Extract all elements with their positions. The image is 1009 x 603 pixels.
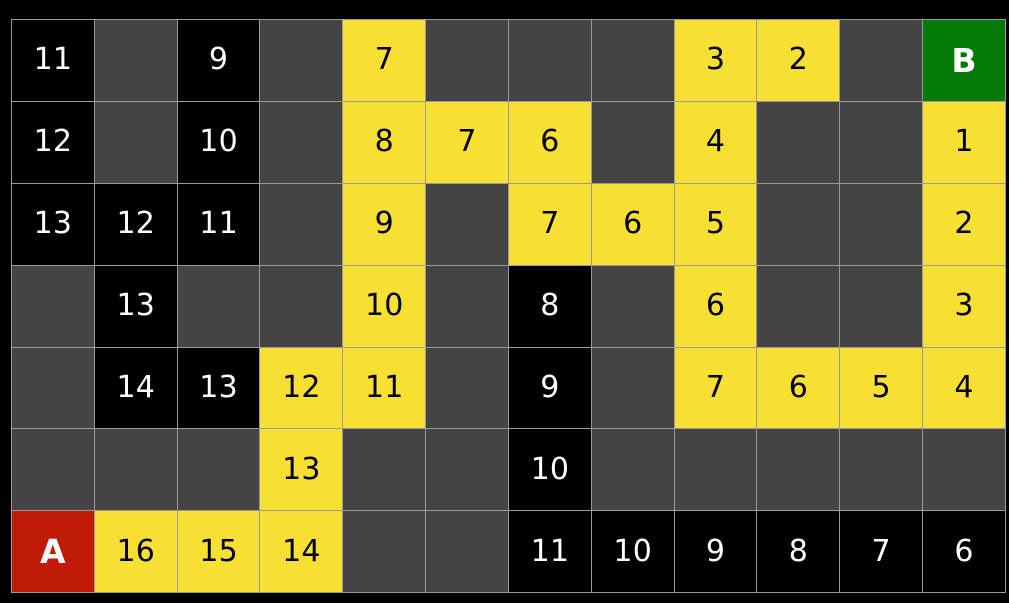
grid-cell-path[interactable]: 5 <box>674 183 757 265</box>
grid-cell-path[interactable]: 1 <box>923 101 1005 183</box>
grid-cell-empty[interactable] <box>94 20 177 101</box>
grid-cell-empty[interactable] <box>840 265 923 347</box>
grid-cell-path[interactable]: 7 <box>343 20 426 101</box>
grid-cell-visited[interactable]: 10 <box>591 511 674 593</box>
grid-cell-path[interactable]: 2 <box>757 20 840 101</box>
grid-cell-empty[interactable] <box>260 183 343 265</box>
grid-cell-path[interactable]: 6 <box>508 101 591 183</box>
grid-cell-empty[interactable] <box>591 347 674 429</box>
grid-cell-path[interactable]: 6 <box>591 183 674 265</box>
grid-cell-visited[interactable]: 13 <box>12 183 94 265</box>
grid-cell-visited[interactable]: 11 <box>177 183 260 265</box>
grid-cell-path[interactable]: 7 <box>508 183 591 265</box>
grid-cell-path[interactable]: 7 <box>426 101 508 183</box>
grid-cell-empty[interactable] <box>177 429 260 511</box>
grid-cell-empty[interactable] <box>260 20 343 101</box>
grid-cell-goal[interactable]: B <box>923 20 1005 101</box>
grid-cell-visited[interactable]: 10 <box>177 101 260 183</box>
grid-cell-empty[interactable] <box>260 101 343 183</box>
grid-cell-path[interactable]: 12 <box>260 347 343 429</box>
grid-cell-empty[interactable] <box>840 183 923 265</box>
grid-cell-visited[interactable]: 10 <box>508 429 591 511</box>
grid-cell-empty[interactable] <box>426 511 508 593</box>
grid-cell-path[interactable]: 7 <box>674 347 757 429</box>
grid-cell-path[interactable]: 15 <box>177 511 260 593</box>
grid-cell-empty[interactable] <box>591 265 674 347</box>
grid-cell-visited[interactable]: 9 <box>508 347 591 429</box>
grid-cell-empty[interactable] <box>94 101 177 183</box>
grid-cell-empty[interactable] <box>757 265 840 347</box>
grid-cell-empty[interactable] <box>591 20 674 101</box>
grid-cell-path[interactable]: 14 <box>260 511 343 593</box>
grid-cell-visited[interactable]: 14 <box>94 347 177 429</box>
grid-cell-empty[interactable] <box>757 101 840 183</box>
grid-cell-empty[interactable] <box>757 429 840 511</box>
grid-cell-visited[interactable]: 9 <box>177 20 260 101</box>
grid-cell-empty[interactable] <box>426 347 508 429</box>
grid-cell-empty[interactable] <box>591 101 674 183</box>
grid-cell-empty[interactable] <box>260 265 343 347</box>
grid-cell-path[interactable]: 8 <box>343 101 426 183</box>
grid-cell-path[interactable]: 13 <box>260 429 343 511</box>
grid-cell-path[interactable]: 9 <box>343 183 426 265</box>
grid-cell-start[interactable]: A <box>12 511 94 593</box>
grid-cell-visited[interactable]: 9 <box>674 511 757 593</box>
grid-cell-path[interactable]: 6 <box>757 347 840 429</box>
grid-cell-path[interactable]: 5 <box>840 347 923 429</box>
grid-cell-empty[interactable] <box>426 265 508 347</box>
grid-cell-path[interactable]: 4 <box>674 101 757 183</box>
grid-cell-empty[interactable] <box>12 265 94 347</box>
grid-cell-empty[interactable] <box>426 429 508 511</box>
grid-cell-path[interactable]: 3 <box>923 265 1005 347</box>
grid-cell-empty[interactable] <box>757 183 840 265</box>
grid-cell-visited[interactable]: 11 <box>508 511 591 593</box>
grid-cell-empty[interactable] <box>508 20 591 101</box>
grid-cell-empty[interactable] <box>674 429 757 511</box>
grid-cell-visited[interactable]: 12 <box>12 101 94 183</box>
grid-cell-empty[interactable] <box>840 429 923 511</box>
grid-cell-empty[interactable] <box>923 429 1005 511</box>
grid-cell-empty[interactable] <box>343 511 426 593</box>
grid-cell-empty[interactable] <box>840 20 923 101</box>
grid-cell-empty[interactable] <box>12 429 94 511</box>
grid-cell-visited[interactable]: 11 <box>12 20 94 101</box>
grid-cell-path[interactable]: 4 <box>923 347 1005 429</box>
grid-cell-empty[interactable] <box>840 101 923 183</box>
grid-cell-empty[interactable] <box>94 429 177 511</box>
grid-cell-path[interactable]: 10 <box>343 265 426 347</box>
grid-cell-empty[interactable] <box>426 183 508 265</box>
grid-cell-empty[interactable] <box>426 20 508 101</box>
grid-cell-visited[interactable]: 8 <box>508 265 591 347</box>
grid-cell-empty[interactable] <box>12 347 94 429</box>
grid-cell-visited[interactable]: 13 <box>177 347 260 429</box>
grid-cell-path[interactable]: 6 <box>674 265 757 347</box>
grid-cell-path[interactable]: 3 <box>674 20 757 101</box>
grid-cell-visited[interactable]: 6 <box>923 511 1005 593</box>
grid-cell-path[interactable]: 11 <box>343 347 426 429</box>
grid-cell-path[interactable]: 2 <box>923 183 1005 265</box>
grid-cell-visited[interactable]: 8 <box>757 511 840 593</box>
grid-cell-empty[interactable] <box>343 429 426 511</box>
grid-cell-path[interactable]: 16 <box>94 511 177 593</box>
grid-cell-empty[interactable] <box>591 429 674 511</box>
grid-cell-empty[interactable] <box>177 265 260 347</box>
grid[interactable]: 11 9 7 3 2 B 12 10 8 7 6 4 1 13 12 11 9 7 6 5 2 13 10 8 6 3 14 13 12… <box>11 19 1006 594</box>
grid-cell-visited[interactable]: 7 <box>840 511 923 593</box>
grid-cell-visited[interactable]: 13 <box>94 265 177 347</box>
grid-cell-visited[interactable]: 12 <box>94 183 177 265</box>
